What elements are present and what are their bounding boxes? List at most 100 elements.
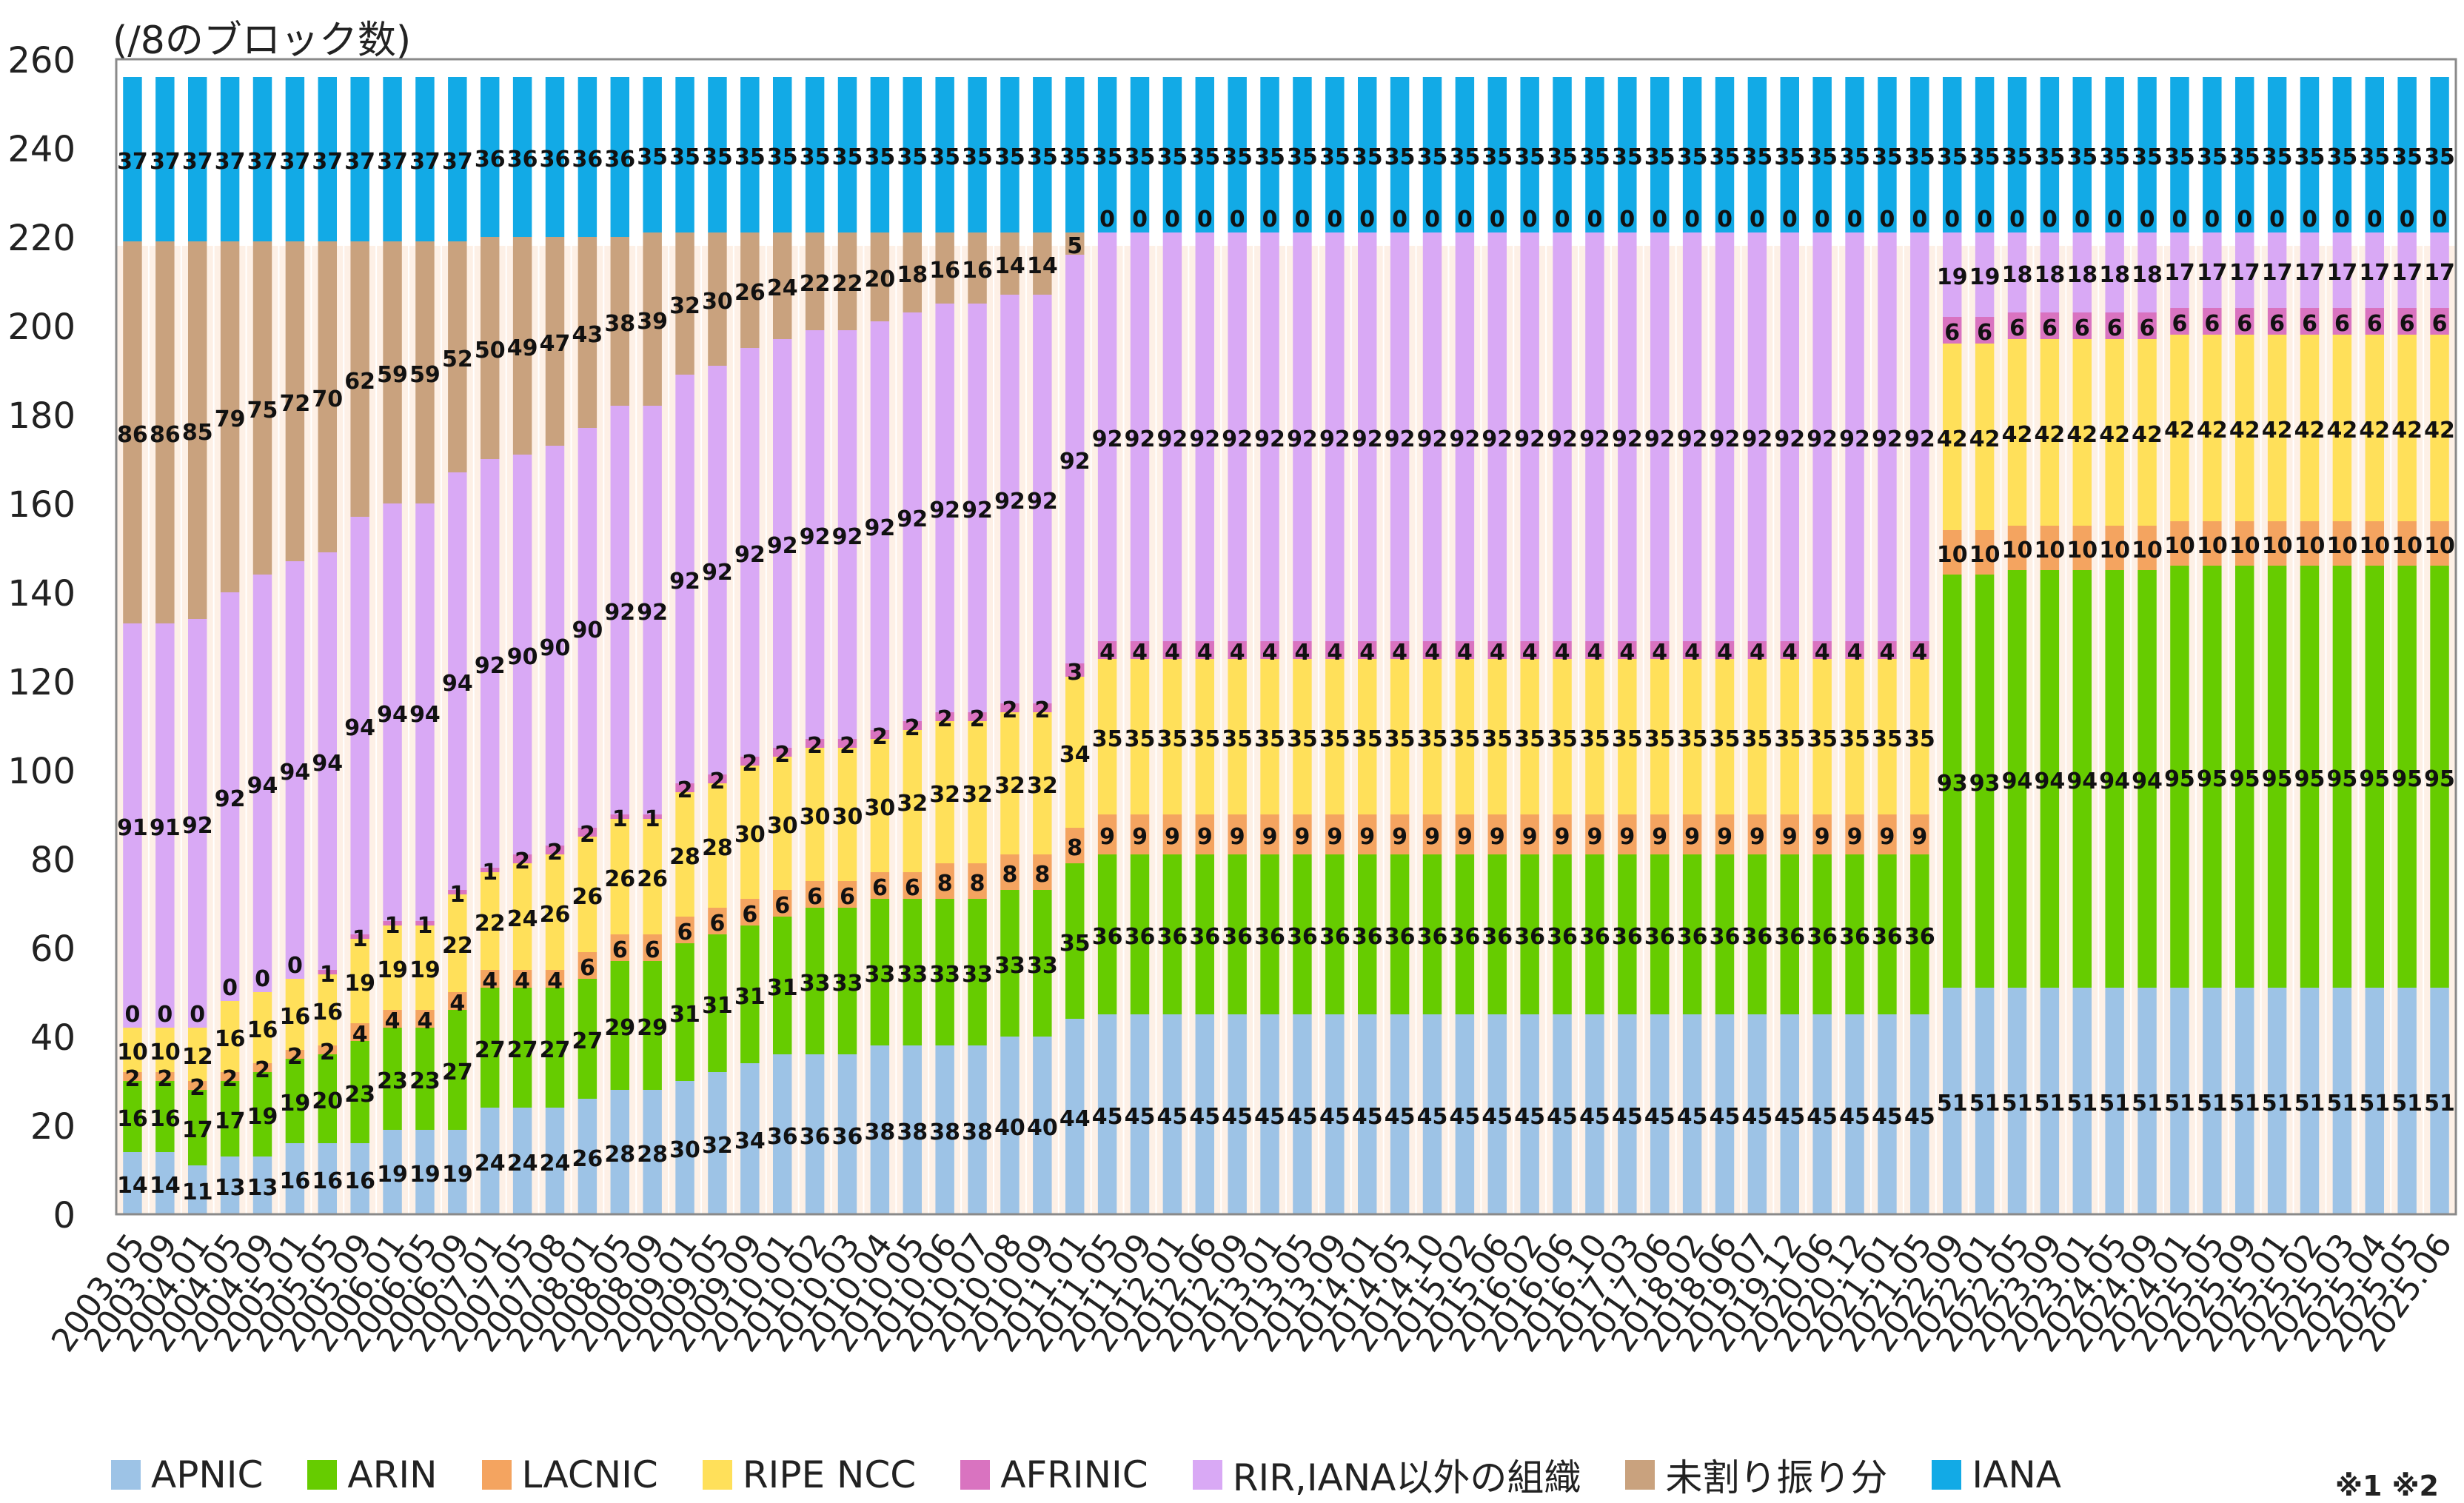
data-label: 35	[1319, 144, 1350, 170]
bar-segment	[2300, 335, 2320, 521]
data-label: 45	[1872, 1104, 1903, 1130]
bar-segment	[187, 1081, 207, 1090]
data-label: 92	[215, 786, 246, 812]
bar-segment	[1390, 854, 1410, 1014]
data-label: 26	[604, 866, 635, 892]
bar-segment	[805, 232, 825, 330]
bar-segment	[1910, 77, 1929, 232]
bar-segment	[1325, 1014, 1345, 1214]
bar-segment	[708, 1072, 727, 1214]
bar-segment	[1130, 814, 1150, 854]
bar-segment	[2332, 521, 2352, 566]
bar-segment	[1780, 77, 1800, 232]
y-tick-label: 160	[7, 484, 76, 526]
data-label: 3	[1067, 660, 1082, 686]
data-label: 4	[1327, 640, 1342, 666]
bar-segment	[1422, 77, 1442, 232]
bar-segment	[610, 934, 630, 961]
data-label: 9	[1132, 824, 1148, 850]
bar-segment	[772, 77, 792, 232]
bar-segment	[708, 232, 727, 366]
data-label: 2	[807, 733, 823, 759]
y-axis-title: (/8のブロック数)	[113, 19, 411, 63]
data-label: 92	[1027, 489, 1058, 515]
bar-segment	[1520, 814, 1539, 854]
data-label: 36	[1189, 924, 1220, 950]
bar-segment	[935, 232, 954, 304]
data-label: 42	[1937, 426, 1968, 452]
bar-segment	[1682, 659, 1702, 814]
bar-segment	[837, 232, 857, 330]
data-label: 95	[2391, 766, 2423, 792]
data-label: 92	[1450, 426, 1481, 452]
data-label: 92	[1059, 449, 1091, 475]
data-label: 0	[1619, 207, 1635, 232]
bar-segment	[805, 908, 825, 1054]
legend-label: RIPE NCC	[742, 1453, 917, 1496]
bar-segment	[935, 77, 954, 232]
data-label: 6	[2302, 311, 2317, 337]
bar-segment	[1878, 77, 1897, 232]
bar-segment	[1097, 77, 1117, 232]
data-label: 45	[1385, 1104, 1416, 1130]
bar-segment	[1520, 1014, 1539, 1214]
bar-segment	[318, 1054, 338, 1143]
data-label: 94	[2002, 769, 2033, 794]
bar-segment	[545, 846, 565, 854]
bar-segment	[285, 561, 305, 979]
data-label: 93	[1937, 771, 1968, 797]
data-label: 45	[1612, 1104, 1643, 1130]
data-label: 35	[1807, 144, 1838, 170]
bar-segment	[448, 1010, 467, 1130]
bar-segment	[1910, 854, 1929, 1014]
bar-segment	[1195, 854, 1215, 1014]
bar-segment	[1747, 232, 1767, 641]
data-label: 36	[800, 1124, 831, 1150]
data-label: 31	[734, 984, 766, 1010]
data-label: 51	[2002, 1091, 2033, 1117]
bar-segment	[1097, 659, 1117, 814]
data-label: 0	[1782, 207, 1798, 232]
bar-segment	[480, 459, 500, 868]
bar-segment	[1455, 232, 1475, 641]
bar-segment	[1553, 814, 1572, 854]
bar-segment	[2234, 988, 2254, 1214]
bar-segment	[903, 899, 923, 1045]
data-label: 27	[572, 1028, 603, 1054]
data-label: 36	[1710, 924, 1741, 950]
bar-segment	[2365, 232, 2385, 308]
data-label: 92	[800, 524, 831, 550]
data-label: 86	[150, 422, 181, 448]
legend-item: APNIC	[111, 1453, 263, 1496]
bar-segment	[2397, 521, 2417, 566]
bar-segment	[1520, 641, 1539, 659]
bar-segment	[1065, 663, 1085, 677]
data-label: 4	[1815, 640, 1830, 666]
data-label: 9	[1555, 824, 1570, 850]
data-label: 6	[580, 955, 595, 981]
bar-segment	[870, 1045, 890, 1214]
data-label: 27	[507, 1037, 538, 1063]
bar-segment	[903, 721, 923, 730]
bar-segment	[1618, 659, 1637, 814]
legend-label: APNIC	[151, 1453, 264, 1496]
data-label: 4	[1197, 640, 1213, 666]
bar-segment	[318, 974, 338, 1045]
data-label: 16	[344, 1168, 375, 1194]
bar-segment	[220, 592, 240, 1001]
data-label: 2	[190, 1075, 205, 1101]
data-label: 32	[962, 782, 993, 808]
data-label: 9	[1424, 824, 1440, 850]
bar-segment	[805, 748, 825, 881]
data-label: 0	[2140, 207, 2155, 232]
data-label: 19	[1969, 264, 2001, 290]
bar-segment	[2170, 335, 2189, 521]
data-label: 1	[612, 806, 628, 832]
data-label: 0	[1424, 207, 1440, 232]
data-label: 45	[1319, 1104, 1350, 1130]
data-label: 37	[442, 149, 473, 175]
data-label: 42	[2164, 418, 2195, 443]
bar-segment	[837, 748, 857, 881]
data-label: 29	[604, 1015, 635, 1041]
data-label: 35	[962, 144, 993, 170]
